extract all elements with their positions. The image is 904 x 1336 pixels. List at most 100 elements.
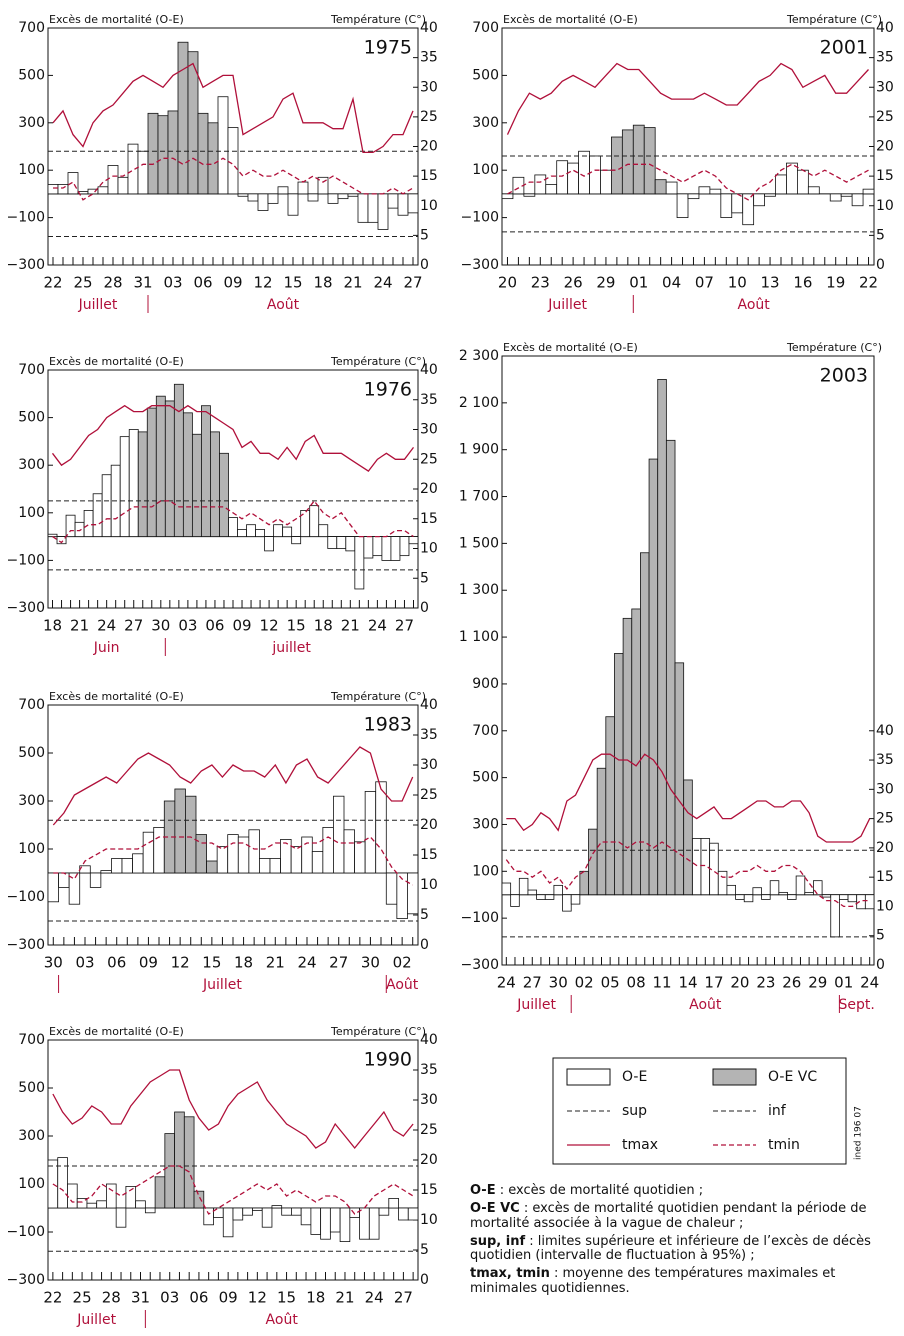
y-tick-label: 500 — [18, 1080, 45, 1096]
y-tick-label: −300 — [7, 1272, 45, 1288]
note-text: : excès de mortalité quotidien ; — [495, 1183, 704, 1198]
y-tick-label: −100 — [7, 210, 45, 226]
y2-tick-label: 35 — [876, 752, 894, 768]
note-text: : excès de mortalité quotidien pendant l… — [470, 1201, 867, 1231]
x-tick-label: 17 — [704, 974, 723, 992]
y2-tick-label: 15 — [420, 1182, 438, 1198]
y-tick-label: 300 — [18, 115, 45, 131]
x-tick-label: 09 — [232, 617, 251, 635]
bar — [137, 150, 149, 195]
bar — [385, 872, 398, 905]
bar — [327, 536, 338, 549]
bar — [135, 1200, 146, 1209]
tmin-line — [52, 1165, 414, 1215]
bar — [381, 536, 392, 561]
y2-tick-label: 30 — [876, 79, 894, 95]
y2-tick-label: 15 — [420, 847, 438, 863]
x-tick-label: 22 — [43, 1289, 62, 1307]
note-text: : limites supérieure et inférieure de l’… — [470, 1233, 871, 1264]
bar — [237, 193, 249, 197]
bar — [545, 184, 558, 195]
bar — [282, 526, 293, 538]
bar — [47, 533, 58, 537]
y-tick-label: −100 — [7, 889, 45, 905]
bar — [375, 781, 387, 874]
bar — [115, 1207, 127, 1228]
bar — [195, 834, 207, 874]
x-tick-label: 13 — [761, 274, 780, 292]
bar — [83, 510, 94, 538]
tmax-line — [52, 62, 414, 154]
y-tick-label: −100 — [461, 210, 499, 226]
bar — [648, 458, 659, 896]
y2-tick-label: 15 — [420, 511, 438, 527]
bar — [501, 882, 512, 896]
x-tick-label: 31 — [133, 274, 152, 292]
bar — [556, 160, 569, 195]
y-tick-label: 500 — [472, 67, 499, 83]
y-tick-label: 300 — [472, 115, 499, 131]
x-tick-label: 30 — [44, 954, 63, 972]
y-tick-label: 500 — [18, 745, 45, 761]
month-label: Juin — [93, 640, 120, 656]
y2-tick-label: 10 — [420, 877, 438, 893]
x-tick-label: 15 — [287, 617, 306, 635]
x-tick-label: 21 — [335, 1289, 354, 1307]
bar — [562, 894, 572, 912]
bar — [125, 1186, 137, 1209]
y-tick-label: 700 — [18, 362, 45, 378]
bar — [56, 536, 67, 545]
bar — [596, 767, 607, 896]
bar — [359, 1207, 370, 1240]
bar — [797, 169, 809, 195]
y-tick-label: 2 100 — [459, 395, 499, 411]
x-tick-label: 06 — [189, 1289, 208, 1307]
x-tick-label: 06 — [107, 954, 126, 972]
y-tick-label: 300 — [18, 793, 45, 809]
bar — [320, 1207, 331, 1240]
bar — [219, 452, 229, 537]
bar — [47, 1159, 59, 1209]
bar — [372, 536, 383, 557]
bar — [377, 193, 389, 230]
bar — [830, 894, 840, 938]
bar — [643, 127, 656, 195]
x-tick-label: 21 — [341, 617, 360, 635]
x-tick-label: 07 — [695, 274, 714, 292]
y-tick-label: −300 — [461, 257, 499, 273]
y-tick-label: −100 — [461, 910, 499, 926]
y-tick-label: −300 — [7, 937, 45, 953]
y2-tick-label: 15 — [876, 168, 894, 184]
bar — [96, 1200, 107, 1209]
bar — [665, 181, 678, 195]
y2-tick-label: 20 — [876, 840, 894, 856]
bar — [185, 795, 197, 874]
bar — [281, 1207, 292, 1216]
bar — [255, 529, 265, 538]
x-tick-label: 28 — [102, 1289, 121, 1307]
bar — [687, 193, 700, 200]
bar — [155, 395, 166, 537]
bar — [121, 858, 133, 874]
bar — [47, 184, 59, 195]
x-tick-label: 30 — [549, 974, 568, 992]
month-label: Juillet — [76, 1312, 116, 1328]
bar — [300, 1207, 312, 1226]
x-tick-label: 11 — [652, 974, 671, 992]
x-tick-label: 10 — [728, 274, 747, 292]
x-tick-label: 09 — [223, 274, 242, 292]
bar — [119, 436, 130, 538]
bar — [277, 186, 289, 195]
y-tick-label: 1 700 — [459, 489, 499, 505]
bar — [237, 529, 247, 538]
source-label: ined 196 07 — [854, 1106, 864, 1160]
bar — [137, 431, 148, 538]
bar — [567, 162, 579, 195]
x-tick-label: 25 — [73, 1289, 92, 1307]
bar — [57, 1157, 68, 1209]
bar — [177, 41, 189, 195]
x-tick-label: 06 — [205, 617, 224, 635]
bar — [367, 193, 379, 223]
y-tick-label: 1 100 — [459, 629, 499, 645]
tmin-line — [507, 163, 869, 201]
